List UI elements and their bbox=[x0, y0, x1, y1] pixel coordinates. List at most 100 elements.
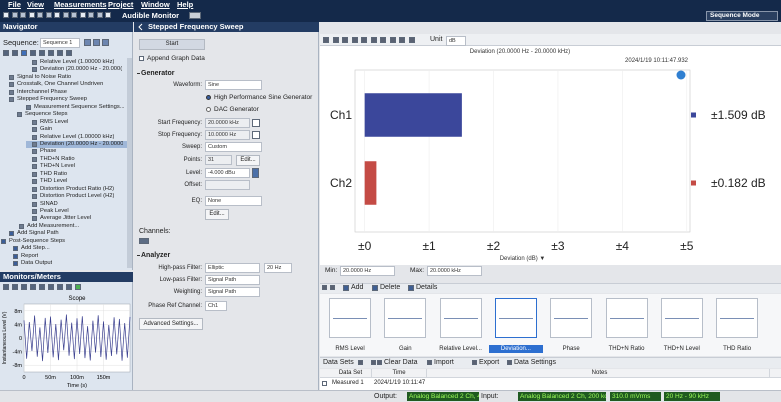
icon[interactable] bbox=[39, 284, 45, 290]
icon[interactable] bbox=[408, 37, 415, 43]
nav-item[interactable]: SINAD bbox=[40, 200, 58, 207]
icon[interactable] bbox=[9, 231, 14, 237]
icon[interactable] bbox=[32, 171, 37, 177]
icon[interactable] bbox=[66, 50, 72, 56]
menu-item[interactable]: Help bbox=[177, 0, 194, 9]
radio[interactable] bbox=[206, 107, 211, 112]
icon[interactable] bbox=[371, 360, 376, 365]
clear-button[interactable]: Clear Data bbox=[384, 359, 418, 366]
menu-item[interactable]: View bbox=[27, 0, 44, 9]
nav-item[interactable]: Add Step... bbox=[21, 245, 50, 252]
radio[interactable] bbox=[206, 95, 211, 100]
nav-item[interactable]: Deviation (20.0000 Hz - 20.0000 bbox=[40, 140, 124, 147]
icon[interactable] bbox=[370, 37, 377, 43]
step-label[interactable]: Phase bbox=[562, 346, 580, 352]
field[interactable]: Signal Path bbox=[205, 275, 260, 285]
nav-item[interactable]: Signal to Noise Ratio bbox=[17, 73, 72, 80]
icon[interactable] bbox=[32, 141, 37, 147]
icon[interactable] bbox=[11, 12, 18, 18]
field[interactable]: Custom bbox=[205, 142, 262, 152]
field[interactable]: 20.0000 kHz bbox=[427, 266, 482, 276]
icon[interactable] bbox=[19, 223, 24, 229]
edit-button[interactable]: Edit... bbox=[205, 209, 229, 220]
icon[interactable] bbox=[39, 50, 45, 56]
icon[interactable] bbox=[372, 285, 378, 291]
icon[interactable] bbox=[342, 37, 348, 43]
icon[interactable] bbox=[105, 12, 111, 18]
nav-item[interactable]: Relative Level (1.00000 kHz) bbox=[40, 133, 115, 140]
icon[interactable] bbox=[75, 284, 81, 290]
icon[interactable] bbox=[66, 284, 72, 290]
icon[interactable] bbox=[427, 360, 432, 365]
nav-item[interactable]: THD Level bbox=[40, 178, 68, 185]
nav-item[interactable]: Measurement Sequence Settings... bbox=[34, 103, 125, 110]
icon[interactable] bbox=[389, 37, 396, 43]
icon[interactable] bbox=[399, 37, 405, 43]
nav-item[interactable]: Sequence Steps bbox=[25, 111, 68, 118]
icon[interactable] bbox=[380, 37, 386, 43]
icon[interactable] bbox=[13, 246, 18, 252]
icon[interactable] bbox=[32, 60, 37, 65]
sequence-dropdown[interactable]: Sequence 1 bbox=[40, 38, 80, 48]
icon[interactable] bbox=[26, 104, 31, 110]
icon[interactable] bbox=[13, 261, 18, 267]
import-button[interactable]: Import bbox=[434, 359, 454, 366]
icon[interactable] bbox=[84, 39, 91, 46]
nav-item[interactable]: Add Measurement... bbox=[27, 222, 80, 229]
icon[interactable] bbox=[3, 50, 9, 56]
icon[interactable] bbox=[472, 360, 477, 365]
icon[interactable] bbox=[13, 253, 18, 259]
icon[interactable] bbox=[351, 37, 358, 43]
menu-item[interactable]: File bbox=[8, 0, 21, 9]
icon[interactable] bbox=[37, 12, 43, 18]
nav-item[interactable]: Distortion Product Level (H2) bbox=[40, 193, 115, 200]
nav-item[interactable]: Add Signal Path bbox=[17, 230, 59, 237]
icon[interactable] bbox=[32, 164, 37, 170]
icon[interactable] bbox=[32, 209, 37, 214]
field[interactable]: 20.0000 kHz bbox=[205, 118, 250, 128]
field[interactable] bbox=[205, 180, 250, 190]
export-button[interactable]: Export bbox=[479, 359, 500, 366]
menu-item[interactable]: Window bbox=[141, 0, 170, 9]
nav-item[interactable]: Phase bbox=[40, 148, 57, 155]
field[interactable]: None bbox=[205, 196, 262, 206]
icon[interactable] bbox=[96, 12, 103, 18]
icon[interactable] bbox=[21, 50, 27, 56]
icon[interactable] bbox=[3, 12, 9, 18]
icon[interactable] bbox=[48, 284, 54, 290]
field[interactable]: 31 bbox=[205, 155, 232, 165]
field[interactable]: Elliptic bbox=[205, 263, 260, 273]
settings-button[interactable]: Data Settings bbox=[514, 359, 557, 366]
icon[interactable] bbox=[20, 12, 26, 18]
icon[interactable] bbox=[408, 285, 414, 291]
nav-item[interactable]: Crosstalk, One Channel Undriven bbox=[17, 81, 104, 88]
field[interactable]: -4.000 dBu bbox=[205, 168, 250, 178]
icon[interactable] bbox=[32, 186, 37, 192]
icon[interactable] bbox=[32, 134, 37, 140]
icon[interactable] bbox=[252, 131, 260, 139]
icon[interactable] bbox=[323, 37, 329, 43]
icon[interactable] bbox=[32, 127, 37, 133]
icon[interactable] bbox=[32, 201, 37, 207]
icon[interactable] bbox=[79, 12, 86, 18]
icon[interactable] bbox=[252, 119, 260, 127]
icon[interactable] bbox=[361, 37, 367, 43]
icon[interactable] bbox=[507, 360, 512, 365]
field[interactable]: 20 Hz bbox=[264, 263, 292, 273]
add-button[interactable]: Add bbox=[351, 284, 364, 291]
start-button[interactable]: Start bbox=[139, 39, 205, 50]
icon[interactable] bbox=[139, 56, 144, 61]
icon[interactable] bbox=[32, 179, 37, 185]
icon[interactable] bbox=[12, 284, 18, 290]
nav-item[interactable]: RMS Level bbox=[40, 118, 69, 125]
step-label[interactable]: Relative Level... bbox=[439, 346, 482, 352]
icon[interactable] bbox=[330, 285, 335, 290]
icon[interactable] bbox=[9, 74, 14, 80]
icon[interactable] bbox=[1, 238, 6, 244]
field[interactable]: Sine bbox=[205, 80, 262, 90]
icon[interactable] bbox=[54, 12, 60, 18]
nav-item[interactable]: Peak Level bbox=[40, 208, 69, 214]
icon[interactable] bbox=[9, 89, 14, 95]
mode-dropdown[interactable]: Sequence Mode bbox=[706, 11, 778, 21]
icon[interactable] bbox=[332, 37, 339, 43]
